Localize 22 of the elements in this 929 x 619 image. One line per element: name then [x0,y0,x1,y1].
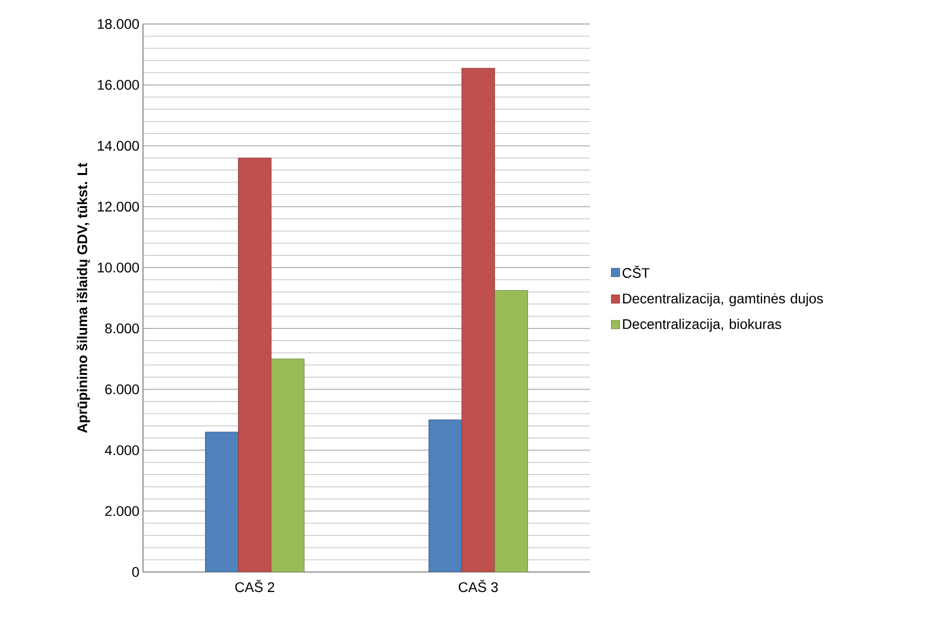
bar [238,158,272,572]
y-tick-label: 4.000 [104,445,139,456]
bar [462,68,495,572]
bar [271,358,304,572]
x-tick-label: CAŠ 3 [458,580,498,592]
y-tick-label: 14.000 [98,140,139,151]
y-tick-label: 12.000 [98,202,139,212]
bar [494,290,528,572]
legend-label: Decentralizacija, biokuras [623,318,782,332]
x-tick-label: CAŠ 2 [235,580,274,592]
y-tick-label: 18.000 [98,19,139,29]
bar [428,420,462,572]
bar [205,432,238,572]
y-tick-label: 2.000 [105,506,139,516]
y-tick-label: 16.000 [98,80,139,90]
legend-label: Decentralizacija, gamtinės dujos [623,293,823,306]
y-axis-title: Aprūpinimo šiluma išlaidų GDV, tūkst. Lt [76,162,90,433]
y-tick-label: 8.000 [105,323,139,334]
legend-label: CŠT [622,266,650,278]
y-tick-label: 6.000 [105,384,139,394]
y-tick-label: 0 [132,567,139,577]
y-tick-label: 10.000 [98,262,139,272]
